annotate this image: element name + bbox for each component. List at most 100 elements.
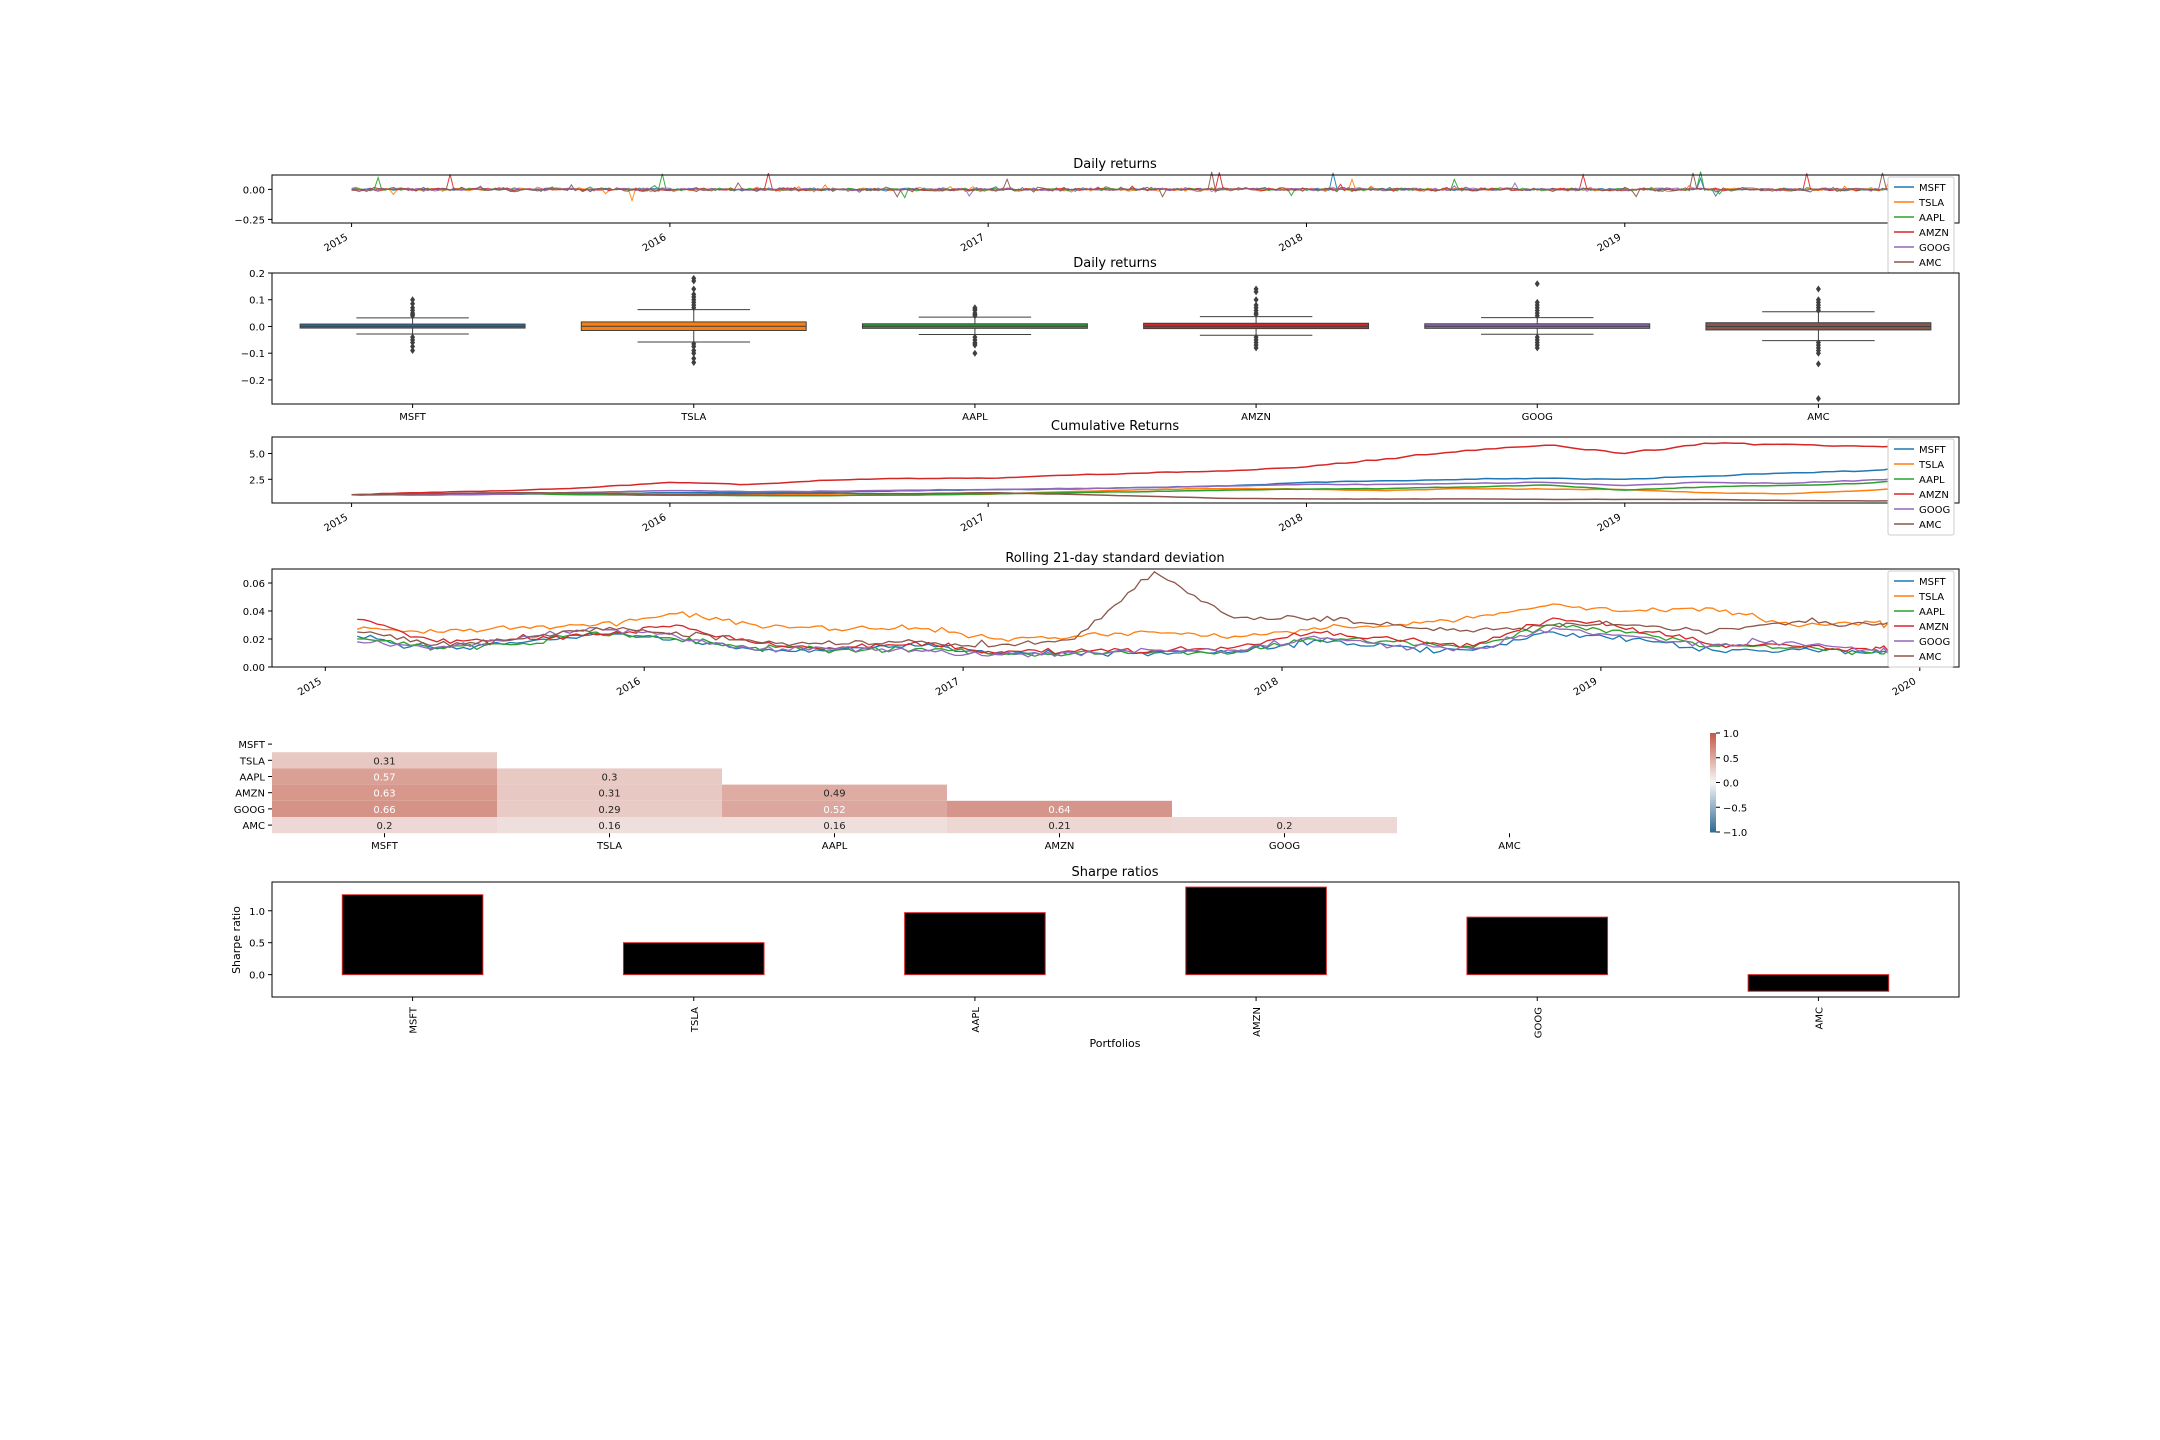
legend-label: MSFT (1919, 445, 1947, 456)
colorbar-segment (1710, 804, 1716, 808)
x-tick-label: 2018 (1277, 512, 1305, 534)
plot-frame (271, 881, 1960, 998)
y-tick-label: 0.00 (243, 185, 265, 196)
colorbar-segment (1710, 812, 1716, 816)
outlier-point (691, 277, 697, 285)
legend-label: TSLA (1918, 198, 1944, 209)
heatmap-cell (722, 817, 947, 834)
x-tick-label: GOOG (1269, 841, 1300, 852)
x-tick-label: AMC (1814, 1007, 1825, 1029)
x-tick-label: 2017 (959, 232, 987, 254)
outlier-point (691, 349, 697, 357)
series-line-amzn (351, 442, 1944, 496)
y-tick-label: 0.5 (249, 939, 265, 950)
x-tick-label: TSLA (680, 412, 706, 423)
x-tick-label: AAPL (962, 412, 988, 423)
outlier-point (410, 339, 416, 347)
y-tick-label: AMC (243, 821, 265, 832)
series-line-amc (351, 491, 1944, 502)
legend-label: TSLA (1918, 460, 1944, 471)
series-line-tsla (357, 603, 1921, 642)
cell-value: 0.16 (823, 821, 845, 832)
x-tick-label: 2018 (1253, 676, 1281, 698)
cell-value: 0.63 (373, 789, 395, 800)
x-tick-label: AAPL (822, 841, 848, 852)
bar-goog (1466, 916, 1609, 976)
correlation-heatmap: MSFT TSLA 0.31 AAPL 0.57 0.3 AMZN 0.63 0.31 0.49 G… (234, 729, 1748, 852)
heatmap-cell (272, 784, 497, 801)
x-tick-label: 2018 (1277, 232, 1305, 254)
outlier-point (1815, 285, 1821, 293)
outlier-point (1253, 344, 1259, 352)
x-tick-label: 2017 (934, 676, 962, 698)
outlier-point (410, 300, 416, 308)
chart-title: Cumulative Returns (1051, 419, 1179, 434)
colorbar-segment (1710, 775, 1716, 779)
x-tick-label: GOOG (1522, 412, 1553, 423)
y-tick-label: 1.0 (249, 907, 265, 918)
bar-amc (1747, 974, 1890, 992)
colorbar-tick-label: 0.5 (1723, 754, 1739, 765)
outlier-point (691, 359, 697, 367)
series-line-goog (357, 626, 1920, 658)
y-tick-label: −0.25 (234, 215, 265, 226)
bar-amzn (1185, 886, 1327, 976)
heatmap-cell (947, 817, 1172, 834)
outlier-point (691, 304, 697, 312)
colorbar-segment (1710, 740, 1716, 744)
outlier-point (972, 312, 978, 320)
outlier-point (410, 343, 416, 351)
colorbar-segment (1710, 745, 1716, 749)
x-tick-label: AAPL (971, 1007, 982, 1033)
x-tick-label: 2015 (323, 512, 351, 534)
cell-value: 0.29 (598, 805, 620, 816)
y-tick-label: 0.1 (249, 296, 265, 307)
outlier-point (691, 343, 697, 351)
x-tick-label: 2015 (296, 676, 324, 698)
plot-frame (271, 568, 1960, 668)
x-tick-label: MSFT (409, 1006, 420, 1034)
plot-frame (271, 436, 1960, 504)
series-line-goog (351, 476, 1944, 496)
legend-box (1887, 570, 1955, 668)
series-line-amc (357, 570, 1920, 648)
outlier-point (1253, 288, 1259, 296)
y-tick-label: 0.0 (249, 322, 265, 333)
x-tick-label: MSFT (399, 412, 427, 423)
colorbar-segment (1710, 757, 1716, 761)
y-tick-label: TSLA (239, 756, 265, 767)
colorbar-segment (1710, 777, 1716, 781)
legend-label: TSLA (1918, 592, 1944, 603)
colorbar-segment (1710, 742, 1716, 746)
legend-box (1887, 438, 1955, 536)
colorbar-segment (1710, 799, 1716, 803)
x-tick-label: TSLA (690, 1007, 701, 1033)
legend-label: AAPL (1919, 475, 1945, 486)
cell-value: 0.2 (377, 821, 393, 832)
colorbar-segment (1710, 827, 1716, 831)
chart-title: Daily returns (1073, 256, 1157, 271)
outlier-point (1815, 395, 1821, 403)
y-tick-label: 0.2 (249, 269, 265, 280)
outlier-point (1253, 296, 1259, 304)
rolling-std-chart: Rolling 21-day standard deviation 0.00 0.… (243, 551, 1960, 698)
y-tick-label: −0.2 (241, 376, 265, 387)
cell-value: 0.52 (823, 805, 845, 816)
x-tick-label: 2017 (959, 512, 987, 534)
chart-title: Sharpe ratios (1072, 865, 1159, 880)
series-line-msft (351, 172, 1944, 198)
heatmap-cell (497, 800, 722, 817)
chart-title: Daily returns (1073, 157, 1157, 172)
series-line-amc (351, 171, 1944, 198)
colorbar-segment (1710, 792, 1716, 796)
y-tick-label: 0.00 (243, 663, 265, 674)
chart-title: Rolling 21-day standard deviation (1005, 551, 1224, 566)
colorbar-segment (1710, 760, 1716, 764)
outlier-point (1815, 349, 1821, 357)
plot-frame (271, 174, 1960, 224)
x-tick-label: 2015 (323, 232, 351, 254)
cumulative-returns-chart: Cumulative Returns 5.0 2.5 2015 2016 2017 201… (249, 419, 1960, 536)
cell-value: 0.3 (602, 773, 618, 784)
x-tick-label: AMZN (1045, 841, 1075, 852)
plot-frame (271, 272, 1960, 405)
